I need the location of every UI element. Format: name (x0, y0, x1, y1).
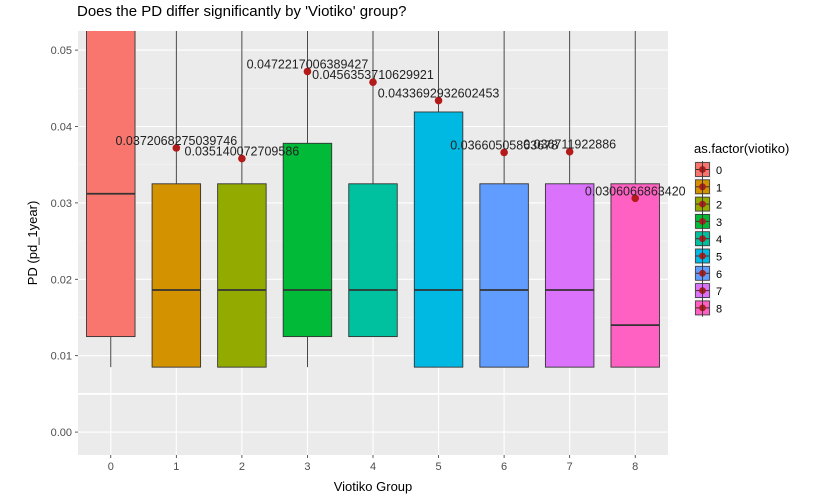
legend-label-6: 6 (716, 269, 722, 281)
x-tick-label: 5 (435, 461, 441, 473)
mean-label-5: 0.0433692932602453 (378, 87, 500, 101)
y-tick-label: 0.00 (51, 427, 72, 439)
legend-label-3: 3 (716, 217, 722, 229)
x-tick-label: 2 (239, 461, 245, 473)
legend-label-5: 5 (716, 252, 722, 264)
box-3 (282, 142, 333, 338)
legend-title: as.factor(viotiko) (694, 141, 789, 156)
y-tick-label: 0.01 (51, 351, 72, 363)
x-tick-label: 3 (304, 461, 310, 473)
mean-label-4: 0.0456353710629921 (312, 68, 434, 82)
plot-marks (78, 31, 668, 395)
x-tick-label: 7 (567, 461, 573, 473)
box-6 (479, 183, 529, 368)
x-tick-label: 4 (370, 461, 376, 473)
mean-label-6: 0.03660505863678 (450, 138, 558, 152)
y-tick-label: 0.05 (51, 45, 72, 57)
legend-label-0: 0 (716, 165, 722, 177)
mean-point-3 (303, 67, 312, 76)
y-axis-label: PD (pd_1year) (25, 201, 40, 286)
x-tick-label: 8 (632, 461, 638, 473)
x-tick-label: 1 (173, 461, 179, 473)
mean-label-3: 0.0472217006389427 (247, 57, 369, 71)
mean-point-8 (631, 194, 640, 203)
y-tick-label: 0.03 (51, 198, 72, 210)
legend-label-7: 7 (716, 286, 722, 298)
y-tick-label: 0.02 (51, 274, 72, 286)
legend-label-1: 1 (716, 182, 722, 194)
box-5 (413, 111, 464, 368)
chart-title: Does the PD differ significantly by 'Vio… (77, 3, 407, 20)
mean-point-6 (500, 148, 508, 157)
mean-point-1 (172, 144, 181, 152)
mean-point-7 (565, 147, 574, 156)
mean-label-7: 0.036711922886 (523, 138, 616, 152)
mean-label-1: 0.0372068275039746 (116, 134, 238, 148)
box-0 (86, 31, 136, 338)
mean-label-8: 0.0306066863420 (585, 184, 686, 198)
legend-label-8: 8 (716, 303, 722, 315)
mean-point-5 (434, 96, 443, 105)
x-tick-label: 0 (108, 461, 114, 473)
box-2 (217, 183, 267, 368)
legend-label-2: 2 (716, 200, 722, 212)
mean-point-2 (238, 154, 246, 163)
legend-label-4: 4 (716, 234, 722, 246)
box-4 (348, 183, 398, 338)
mean-point-4 (369, 78, 377, 86)
x-axis-label: Viotiko Group (334, 479, 413, 494)
x-tick-label: 6 (501, 461, 507, 473)
box-7 (544, 183, 595, 368)
mean-label-2: 0.035140072709586 (185, 145, 300, 159)
box-1 (151, 183, 202, 368)
box-8 (610, 183, 660, 368)
y-tick-label: 0.04 (51, 121, 72, 133)
